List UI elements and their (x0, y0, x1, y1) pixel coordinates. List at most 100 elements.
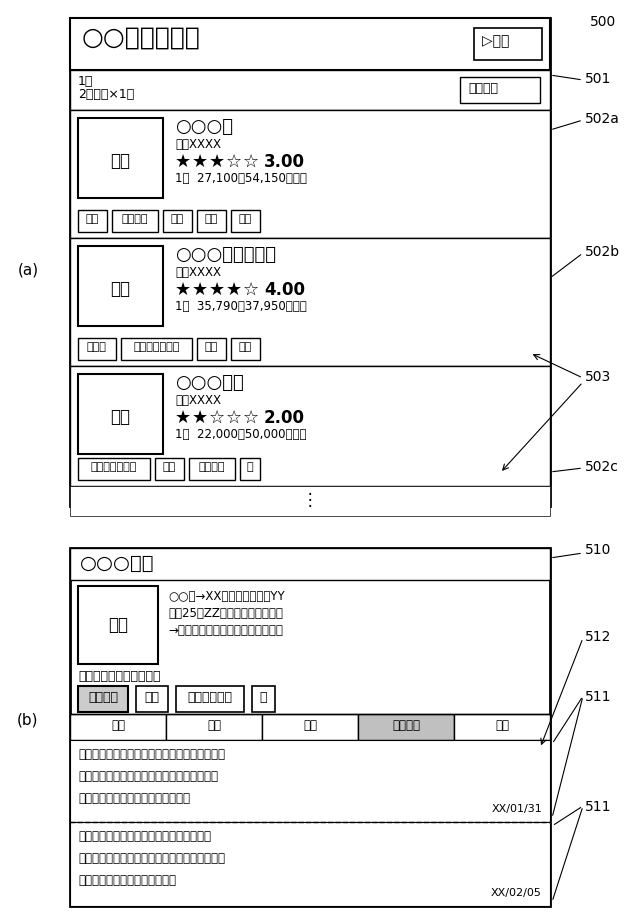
Bar (78, 246, 163, 326)
Text: ★: ★ (209, 281, 225, 299)
Bar (154, 458, 184, 480)
Bar (70, 18, 550, 70)
Text: 503: 503 (585, 370, 611, 384)
Text: 510: 510 (585, 543, 611, 557)
Text: 夜食: 夜食 (145, 691, 159, 704)
Text: ～～～～～～～～～～～～～。: ～～～～～～～～～～～～～。 (78, 874, 176, 887)
Text: ラーメン: ラーメン (88, 691, 118, 704)
Text: (b): (b) (17, 712, 39, 727)
Text: ☆: ☆ (243, 153, 259, 171)
Text: 温泉: 温泉 (205, 342, 218, 352)
Bar (78, 586, 158, 664)
Text: 写真: 写真 (108, 616, 128, 634)
Text: ～～～～～～～～～～。ラーメンや肉まんが: ～～～～～～～～～～。ラーメンや肉まんが (78, 770, 218, 783)
Bar (78, 118, 163, 198)
Text: ★: ★ (175, 409, 191, 427)
Text: ○○○の庭: ○○○の庭 (80, 554, 154, 573)
Bar (231, 338, 260, 360)
Text: ○○県の温泉宿: ○○県の温泉宿 (82, 26, 201, 50)
Text: スタッフの対応が丁寧で、～～～～～～～～～: スタッフの対応が丁寧で、～～～～～～～～～ (78, 748, 225, 761)
Bar (189, 458, 234, 480)
Text: 2.00: 2.00 (264, 409, 305, 427)
Text: 4.00: 4.00 (264, 281, 305, 299)
Text: ☆: ☆ (243, 281, 259, 299)
Text: 枟: 枟 (260, 691, 268, 704)
Text: ～～～～。特に夜食のラーメンサービスが～～: ～～～～。特に夜食のラーメンサービスが～～ (78, 852, 225, 865)
Text: 枟: 枟 (246, 462, 253, 472)
Bar (166, 714, 262, 740)
Text: ☆: ☆ (209, 409, 225, 427)
Text: 行き25分ZZバスターミナル下車: 行き25分ZZバスターミナル下車 (168, 607, 283, 620)
Text: →送迎バスにて約五分（予約不要）: →送迎バスにて約五分（予約不要） (168, 624, 283, 637)
Bar (78, 458, 150, 480)
Text: 502c: 502c (585, 460, 619, 474)
Text: 源泉・掛け流し: 源泉・掛け流し (133, 342, 179, 352)
Bar (70, 548, 550, 906)
Text: (a): (a) (17, 262, 38, 277)
Text: XX/02/05: XX/02/05 (491, 888, 542, 898)
Text: 写真: 写真 (110, 280, 130, 298)
Text: クチコミの人気ポイント: クチコミの人気ポイント (78, 670, 161, 683)
Text: 1泊  27,100～54,150円／人: 1泊 27,100～54,150円／人 (175, 172, 307, 185)
Text: 1泊  22,000～50,000円／人: 1泊 22,000～50,000円／人 (175, 428, 307, 441)
Text: 料金: 料金 (207, 719, 221, 732)
Bar (70, 740, 550, 822)
Bar (197, 210, 226, 232)
Text: 501: 501 (585, 72, 611, 86)
Bar (231, 210, 260, 232)
Text: アイスクリーム: アイスクリーム (91, 462, 137, 472)
Text: 写真: 写真 (110, 152, 130, 170)
Text: ★: ★ (226, 281, 242, 299)
Bar (70, 714, 166, 740)
Text: ○○駅→XXバスターミナルYY: ○○駅→XXバスターミナルYY (168, 590, 285, 603)
Text: ★: ★ (175, 153, 191, 171)
Bar (70, 822, 550, 906)
Text: 夜食: 夜食 (163, 462, 175, 472)
Text: 502b: 502b (585, 245, 620, 259)
Text: ○○○の庭: ○○○の庭 (175, 374, 244, 392)
Text: 2人部屋×1室: 2人部屋×1室 (78, 88, 134, 101)
Text: 511: 511 (585, 690, 611, 704)
Text: 写真: 写真 (303, 719, 317, 732)
Bar (70, 18, 550, 506)
Text: 住所XXXX: 住所XXXX (175, 266, 221, 279)
Text: 料理: 料理 (239, 342, 252, 352)
Text: ▷地図: ▷地図 (482, 34, 509, 48)
Text: 離れ: 離れ (86, 214, 99, 224)
Text: ～～～～～～～～～～～～～～～。: ～～～～～～～～～～～～～～～。 (78, 792, 190, 805)
Bar (70, 110, 550, 238)
Bar (70, 548, 550, 580)
Bar (78, 686, 128, 712)
Bar (78, 210, 107, 232)
Text: ラーメン: ラーメン (198, 462, 225, 472)
Bar (252, 686, 275, 712)
Bar (70, 486, 550, 516)
Bar (460, 77, 540, 103)
Text: 住所XXXX: 住所XXXX (175, 138, 221, 151)
Bar (70, 238, 550, 366)
Text: ☆: ☆ (226, 153, 242, 171)
Text: 岩風呂: 岩風呂 (87, 342, 107, 352)
Text: 施設: 施設 (111, 719, 125, 732)
Bar (70, 70, 550, 110)
Text: 懐石料理: 懐石料理 (122, 214, 148, 224)
Text: 3.00: 3.00 (264, 153, 305, 171)
Bar (112, 210, 158, 232)
Text: 512: 512 (585, 630, 611, 644)
Text: 502a: 502a (585, 112, 620, 126)
Bar (239, 458, 260, 480)
Text: 1泊: 1泊 (78, 75, 93, 88)
Text: 地図: 地図 (495, 719, 509, 732)
Text: 庭園: 庭園 (171, 214, 184, 224)
Text: ★: ★ (192, 409, 208, 427)
Text: 500: 500 (590, 15, 616, 29)
Text: 511: 511 (585, 800, 611, 814)
Bar (70, 366, 550, 486)
Text: 住所XXXX: 住所XXXX (175, 394, 221, 407)
Bar (454, 714, 550, 740)
Bar (474, 28, 542, 60)
Text: ★: ★ (175, 281, 191, 299)
Text: ☆: ☆ (243, 409, 259, 427)
Text: 温泉: 温泉 (239, 214, 252, 224)
Bar (136, 686, 168, 712)
